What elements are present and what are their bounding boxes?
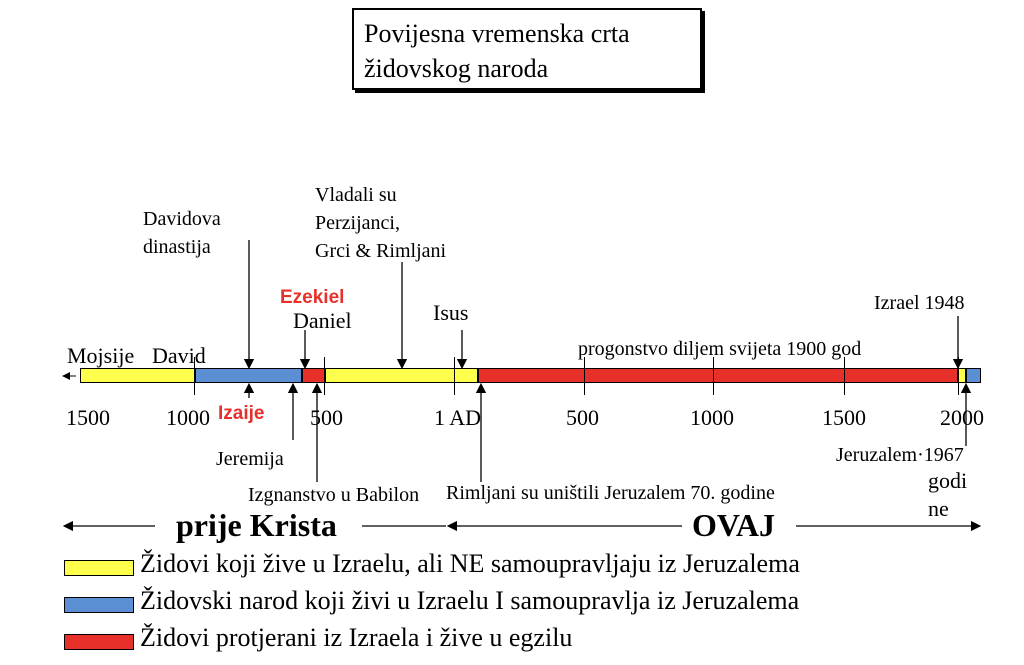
label-rimljani: Rimljani su uništili Jeruzalem 70. godin… [446, 482, 775, 504]
tick-mark [958, 357, 959, 395]
tick-mark [324, 357, 325, 395]
label-progonstvo: progonstvo diljem svijeta 1900 god [578, 338, 862, 360]
segment-blue-2 [966, 368, 981, 383]
title-line-2: židovskog naroda [364, 54, 549, 84]
segment-red-2 [478, 368, 958, 383]
tick-label-1ad: 1 AD [434, 405, 482, 430]
label-izrael-1948: Izrael 1948 [874, 292, 965, 314]
label-mojsije: Mojsije [67, 343, 135, 368]
label-godi: godi [928, 468, 968, 493]
tick-label-2000ad: 2000 [940, 405, 984, 430]
label-davidova-2: dinastija [143, 236, 211, 258]
era-before-label: prije Krista [176, 507, 337, 543]
label-vladali-1: Vladali su [315, 184, 397, 206]
legend-swatch-red [64, 634, 134, 650]
tick-label-1500bc: 1500 [66, 405, 110, 430]
tick-label-500bc: 500 [310, 405, 343, 430]
legend-swatch-yellow [64, 560, 134, 576]
tick-mark [713, 357, 714, 395]
legend-text-blue: Židovski narod koji živi u Izraelu I sam… [140, 586, 800, 615]
title-box: Povijesna vremenska crta židovskog narod… [352, 8, 702, 90]
legend-swatch-blue [64, 597, 134, 613]
tick-label-1000bc: 1000 [166, 405, 210, 430]
label-david: David [152, 343, 206, 368]
label-vladali-3: Grci & Rimljani [315, 240, 447, 262]
tick-label-1500ad: 1500 [822, 405, 866, 430]
tick-mark [454, 357, 455, 395]
label-davidova-1: Davidova [143, 208, 221, 230]
label-ezekiel: Ezekiel [280, 287, 345, 308]
legend-text-red: Židovi protjerani iz Izraela i žive u eg… [140, 623, 573, 652]
title-line-1: Povijesna vremenska crta [364, 19, 630, 48]
label-ne: ne [928, 496, 949, 521]
label-vladali-2: Perzijanci, [315, 212, 400, 234]
tick-label-1000ad: 1000 [690, 405, 734, 430]
label-izgnanstvo: Izgnanstvo u Babilon [248, 484, 420, 506]
label-jeruzalem-1967: Jeruzalem·1967 [836, 444, 964, 466]
tick-mark [844, 357, 845, 395]
label-izaije: Izaije [218, 403, 265, 424]
legend-text-yellow: Židovi koji žive u Izraelu, ali NE samou… [140, 549, 800, 578]
tick-label-500ad: 500 [566, 405, 599, 430]
label-isus: Isus [433, 300, 469, 325]
label-daniel: Daniel [293, 308, 352, 333]
label-jeremija: Jeremija [216, 448, 284, 470]
tick-mark [584, 357, 585, 395]
era-after-label: OVAJ [692, 507, 775, 543]
tick-mark [194, 357, 195, 395]
